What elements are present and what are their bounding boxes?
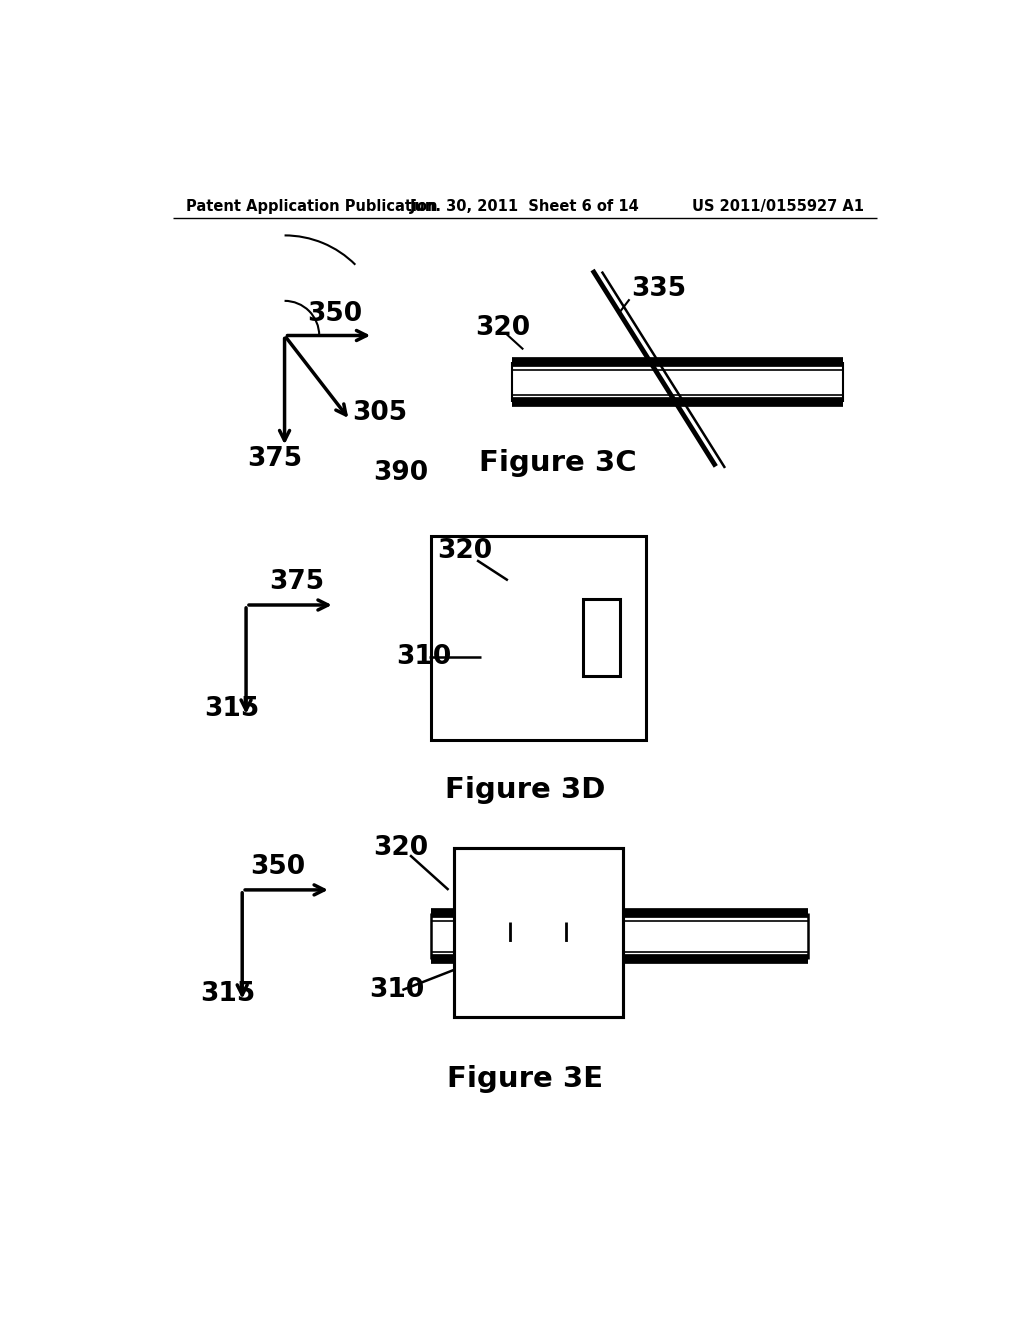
Bar — [454, 847, 624, 1016]
Bar — [431, 913, 808, 960]
Bar — [431, 536, 646, 739]
Text: Figure 3E: Figure 3E — [446, 1064, 603, 1093]
Bar — [583, 599, 620, 676]
Text: 390: 390 — [373, 459, 428, 486]
Text: 375: 375 — [248, 446, 303, 471]
Text: 310: 310 — [396, 644, 452, 671]
Text: 335: 335 — [631, 276, 686, 302]
Text: 320: 320 — [437, 539, 493, 564]
Bar — [512, 363, 843, 403]
Text: 315: 315 — [200, 981, 255, 1007]
Text: Jun. 30, 2011  Sheet 6 of 14: Jun. 30, 2011 Sheet 6 of 14 — [410, 198, 640, 214]
Text: Figure 3D: Figure 3D — [444, 776, 605, 804]
Text: 350: 350 — [307, 301, 362, 327]
Text: US 2011/0155927 A1: US 2011/0155927 A1 — [691, 198, 863, 214]
Text: Figure 3C: Figure 3C — [478, 449, 636, 477]
Text: 375: 375 — [269, 569, 325, 595]
Text: 350: 350 — [250, 854, 305, 880]
Text: 320: 320 — [475, 314, 530, 341]
Text: 320: 320 — [373, 834, 428, 861]
Text: Patent Application Publication: Patent Application Publication — [186, 198, 437, 214]
Bar — [454, 847, 624, 1016]
Text: 310: 310 — [370, 977, 425, 1003]
Text: 305: 305 — [352, 400, 408, 425]
Text: 315: 315 — [204, 696, 259, 722]
